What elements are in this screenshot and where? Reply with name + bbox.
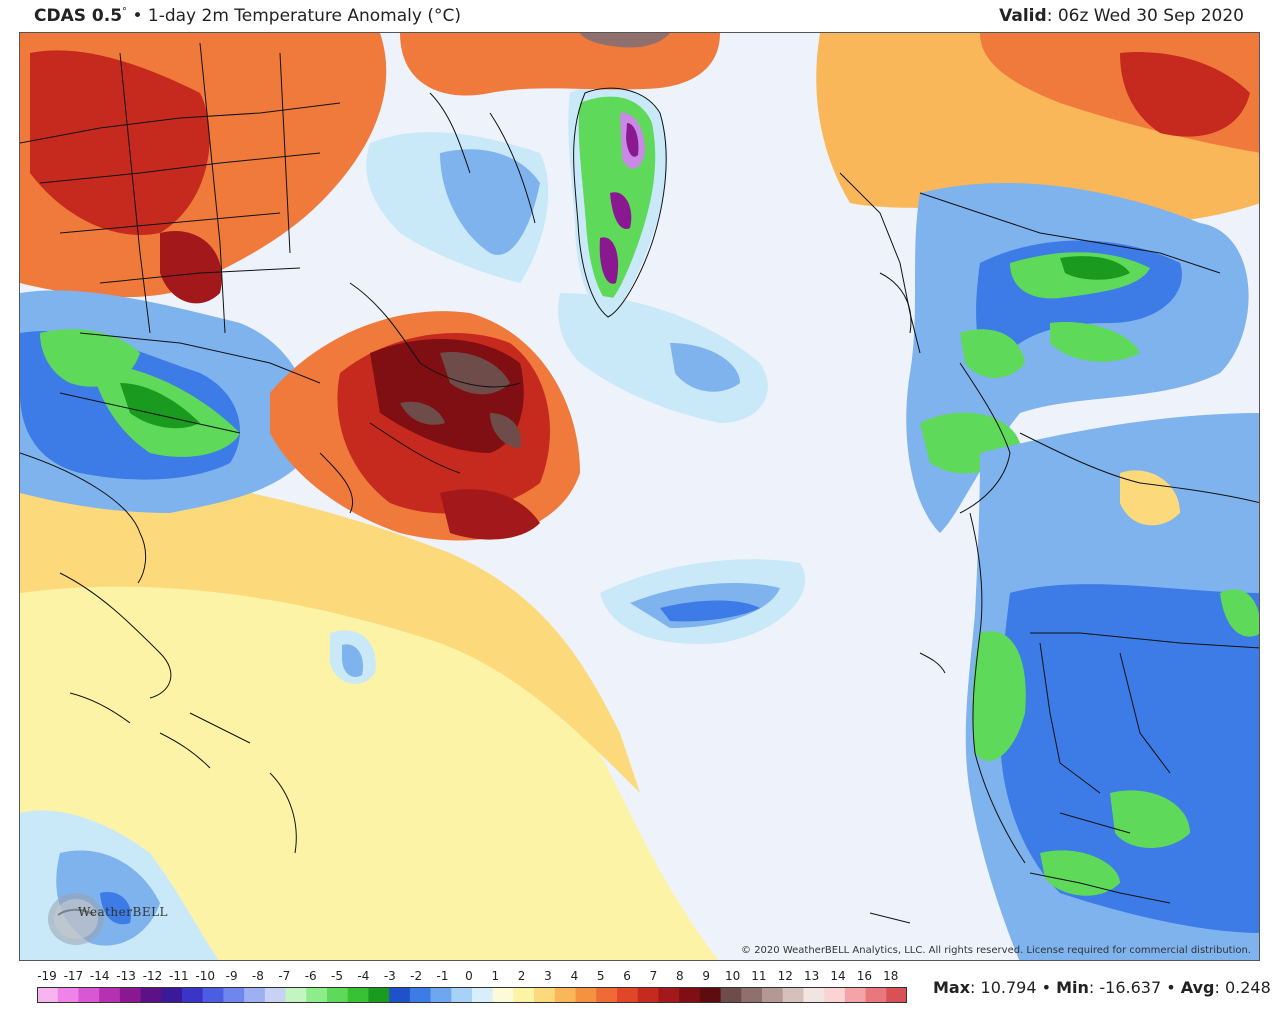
colorbar-tick-label: -3 (383, 969, 396, 983)
colorbar-tick-label: -13 (116, 969, 136, 983)
colorbar-swatch (637, 987, 659, 1003)
colorbar-swatch (182, 987, 204, 1003)
colorbar-tick-label: -9 (225, 969, 238, 983)
colorbar-tick-label: 14 (830, 969, 846, 983)
min-value: : -16.637 (1088, 978, 1162, 997)
colorbar-tick-label: 12 (777, 969, 793, 983)
colorbar-tick-label: 9 (702, 969, 711, 983)
colorbar-swatch (285, 987, 307, 1003)
title-bullet: • (132, 6, 143, 26)
anomaly-map-canvas (20, 33, 1259, 960)
field-name: 1-day 2m Temperature Anomaly ( (147, 6, 434, 26)
colorbar-tick-label: 16 (856, 969, 873, 983)
colorbar-tick-label: 11 (751, 969, 767, 983)
colorbar-tick-label: 7 (649, 969, 658, 983)
avg-value: : 0.248 (1214, 978, 1271, 997)
colorbar-swatch (886, 987, 907, 1003)
colorbar-tick-label: 0 (465, 969, 473, 983)
valid-time: Valid: 06z Wed 30 Sep 2020 (999, 6, 1244, 26)
colorbar-swatch (306, 987, 328, 1003)
colorbar-swatch (575, 987, 597, 1003)
colorbar-tick-label: -7 (278, 969, 291, 983)
colorbar-swatch (57, 987, 79, 1003)
colorbar-swatch (534, 987, 556, 1003)
colorbar-tick-label: -12 (142, 969, 163, 983)
colorbar-tick-label: 13 (804, 969, 820, 983)
colorbar-tick-label: -19 (37, 969, 57, 983)
colorbar-tick-label: 4 (570, 969, 579, 983)
colorbar-swatch (327, 987, 349, 1003)
colorbar-swatch (119, 987, 142, 1003)
colorbar-tick-label: -10 (195, 969, 215, 983)
colorbar-tick-label: -2 (410, 969, 423, 983)
model-name: CDAS 0.5° (34, 6, 128, 26)
colorbar-swatch (409, 987, 432, 1003)
colorbar-tick-label: -5 (331, 969, 343, 983)
max-value: : 10.794 (970, 978, 1037, 997)
colorbar-swatch (451, 987, 473, 1003)
colorbar-tick-label: 2 (517, 969, 526, 983)
colorbar-swatches (37, 987, 907, 1003)
copyright-notice: © 2020 WeatherBELL Analytics, LLC. All r… (741, 945, 1251, 956)
colorbar-tick-label: 6 (623, 969, 631, 983)
map-title: CDAS 0.5° • 1-day 2m Temperature Anomaly… (34, 6, 461, 26)
colorbar-tick-label: -8 (251, 969, 264, 983)
colorbar-swatch (492, 987, 514, 1003)
colorbar-swatch (140, 987, 162, 1003)
colorbar-swatch (554, 987, 577, 1003)
colorbar-tick-label: -11 (168, 969, 189, 983)
colorbar-tick-label: -4 (357, 969, 370, 983)
colorbar-tick-label: 5 (596, 969, 605, 983)
colorbar-swatch (865, 987, 887, 1003)
colorbar-tick-label: 3 (544, 969, 552, 983)
colorbar-swatch (679, 987, 701, 1003)
colorbar-tick-label: -14 (89, 969, 110, 983)
colorbar-swatch (699, 987, 722, 1003)
map-stats: Max: 10.794 • Min: -16.637 • Avg: 0.248 (933, 978, 1271, 997)
colorbar-tick-label: 1 (491, 969, 500, 983)
colorbar-swatch (37, 987, 59, 1003)
max-label: Max (933, 978, 971, 997)
colorbar-swatch (78, 987, 100, 1003)
colorbar-tick-label: -1 (436, 969, 449, 983)
weatherbell-logo: WeatherBELL (42, 885, 168, 953)
colorbar-swatch (741, 987, 763, 1003)
map-header: CDAS 0.5° • 1-day 2m Temperature Anomaly… (0, 0, 1280, 32)
colorbar: -19 -17 -14 -13 -12 -11 -10 -9 -8 -7 -6 -5 -4 -3 -2 -1 0… (37, 969, 907, 1025)
colorbar-swatch (430, 987, 452, 1003)
avg-label: Avg (1180, 978, 1215, 997)
colorbar-tick-label: 10 (724, 969, 741, 983)
colorbar-swatch (264, 987, 287, 1003)
colorbar-border (37, 987, 907, 1003)
logo-text: WeatherBELL (78, 905, 169, 919)
colorbar-swatch (513, 987, 535, 1003)
colorbar-ticks: -19 -17 -14 -13 -12 -11 -10 -9 -8 -7 -6 -5 -4 -3 -2 -1 0… (37, 969, 907, 985)
min-label: Min (1056, 978, 1089, 997)
colorbar-swatch (658, 987, 680, 1003)
colorbar-swatch (389, 987, 411, 1003)
colorbar-tick-label: 18 (883, 969, 899, 983)
colorbar-swatch (782, 987, 804, 1003)
colorbar-swatch (99, 987, 121, 1003)
colorbar-swatch (596, 987, 618, 1003)
colorbar-swatch (720, 987, 742, 1003)
colorbar-tick-label: 8 (675, 969, 684, 983)
colorbar-swatch (824, 987, 846, 1003)
colorbar-swatch (368, 987, 390, 1003)
colorbar-swatch (617, 987, 639, 1003)
colorbar-swatch (762, 987, 784, 1003)
colorbar-swatch (223, 987, 245, 1003)
anomaly-map[interactable]: WeatherBELL © 2020 WeatherBELL Analytics… (19, 32, 1260, 961)
colorbar-swatch (844, 987, 867, 1003)
logo-globe-icon (48, 893, 104, 945)
colorbar-tick-label: -17 (63, 969, 84, 983)
colorbar-swatch (472, 987, 494, 1003)
colorbar-swatch (161, 987, 183, 1003)
colorbar-swatch (347, 987, 369, 1003)
colorbar-tick-label: -6 (304, 969, 317, 983)
colorbar-swatch (202, 987, 224, 1003)
colorbar-swatch (244, 987, 266, 1003)
unit-label: °C (433, 6, 455, 26)
colorbar-swatch (803, 987, 825, 1003)
